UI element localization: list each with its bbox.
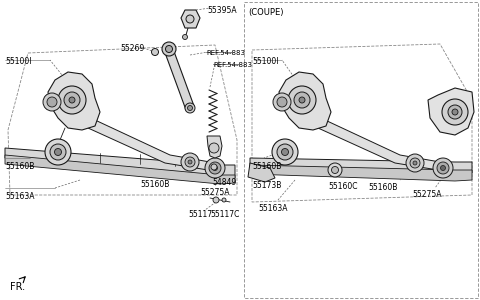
Circle shape xyxy=(281,148,288,155)
Circle shape xyxy=(64,92,80,108)
Circle shape xyxy=(413,161,417,165)
Polygon shape xyxy=(207,136,222,158)
Circle shape xyxy=(43,93,61,111)
Polygon shape xyxy=(5,148,235,178)
Circle shape xyxy=(152,49,158,56)
Circle shape xyxy=(47,97,57,107)
Circle shape xyxy=(294,92,310,108)
Text: 55269: 55269 xyxy=(120,44,144,53)
Circle shape xyxy=(406,154,424,172)
Circle shape xyxy=(55,148,61,155)
Circle shape xyxy=(277,97,287,107)
Circle shape xyxy=(181,153,199,171)
Polygon shape xyxy=(48,72,100,130)
Text: 55160C: 55160C xyxy=(328,182,358,191)
Circle shape xyxy=(209,162,221,174)
Text: 55117C: 55117C xyxy=(210,210,240,219)
Circle shape xyxy=(273,93,291,111)
Text: 55275A: 55275A xyxy=(412,190,442,199)
Polygon shape xyxy=(250,165,472,181)
Polygon shape xyxy=(5,155,235,184)
Text: 55160B: 55160B xyxy=(252,162,281,171)
Circle shape xyxy=(299,97,305,103)
Polygon shape xyxy=(279,72,331,130)
Circle shape xyxy=(213,197,219,203)
Circle shape xyxy=(209,143,219,153)
Circle shape xyxy=(58,86,86,114)
Circle shape xyxy=(433,158,453,178)
Circle shape xyxy=(442,99,468,125)
Text: REF.54-883: REF.54-883 xyxy=(206,50,245,56)
Circle shape xyxy=(441,166,445,170)
Polygon shape xyxy=(164,46,194,110)
Circle shape xyxy=(211,164,217,170)
Text: 55160B: 55160B xyxy=(140,180,169,189)
Text: 54849: 54849 xyxy=(212,178,236,187)
Text: FR.: FR. xyxy=(10,282,25,292)
Text: 55275A: 55275A xyxy=(200,188,229,197)
Circle shape xyxy=(448,105,462,119)
Circle shape xyxy=(162,42,176,56)
Text: 55100I: 55100I xyxy=(5,57,32,66)
Circle shape xyxy=(188,160,192,164)
Circle shape xyxy=(272,139,298,165)
Text: 55163A: 55163A xyxy=(258,204,288,213)
Circle shape xyxy=(213,166,217,170)
Circle shape xyxy=(205,158,225,178)
Text: 55100I: 55100I xyxy=(252,57,278,66)
Circle shape xyxy=(182,34,188,40)
Circle shape xyxy=(50,144,66,160)
Circle shape xyxy=(288,86,316,114)
Text: 55163A: 55163A xyxy=(5,192,35,201)
Circle shape xyxy=(185,103,195,113)
Circle shape xyxy=(166,46,172,52)
Polygon shape xyxy=(248,163,275,182)
Text: 55160B: 55160B xyxy=(368,183,397,192)
Circle shape xyxy=(185,157,195,167)
Circle shape xyxy=(437,162,449,174)
Polygon shape xyxy=(312,118,440,170)
Bar xyxy=(244,2,478,298)
Polygon shape xyxy=(181,10,200,28)
Polygon shape xyxy=(428,88,474,135)
Text: 55173B: 55173B xyxy=(252,181,281,190)
Circle shape xyxy=(277,144,293,160)
Circle shape xyxy=(222,198,226,202)
Text: 55160B: 55160B xyxy=(5,162,35,171)
Circle shape xyxy=(452,109,458,115)
Text: 55395A: 55395A xyxy=(207,6,237,15)
Circle shape xyxy=(328,163,342,177)
Circle shape xyxy=(69,97,75,103)
Text: REF.54-883: REF.54-883 xyxy=(213,62,252,68)
Text: 55117: 55117 xyxy=(188,210,212,219)
Text: (COUPE): (COUPE) xyxy=(248,8,284,17)
Circle shape xyxy=(188,106,192,110)
Circle shape xyxy=(45,139,71,165)
Circle shape xyxy=(332,167,338,173)
Circle shape xyxy=(410,158,420,168)
Polygon shape xyxy=(250,158,472,175)
Circle shape xyxy=(186,15,194,23)
Polygon shape xyxy=(82,118,210,170)
